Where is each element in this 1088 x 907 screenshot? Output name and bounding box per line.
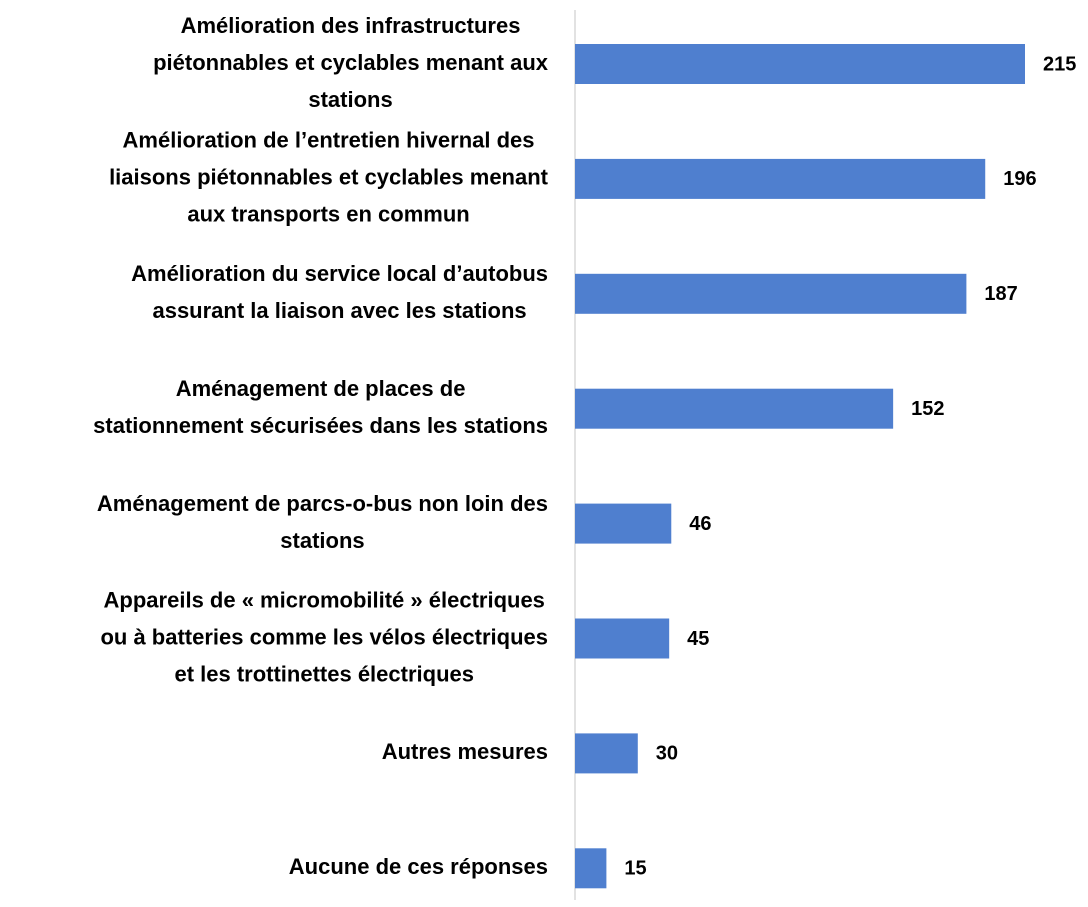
category-label: Aménagement de places de — [176, 376, 466, 401]
category-label: Aucune de ces réponses — [289, 854, 548, 879]
value-label: 215 — [1043, 53, 1076, 75]
bar — [575, 503, 672, 544]
category-label: stationnement sécurisées dans les statio… — [93, 413, 548, 438]
bar — [575, 733, 638, 774]
bar — [575, 44, 1025, 84]
value-label: 46 — [689, 513, 711, 535]
category-label: Amélioration du service local d’autobus — [131, 261, 548, 286]
category-label: piétonnables et cyclables menant aux — [153, 50, 549, 75]
category-label: Amélioration de l’entretien hivernal des — [123, 128, 535, 153]
bar — [575, 388, 894, 429]
category-label: Aménagement de parcs-o-bus non loin des — [97, 491, 548, 516]
category-label: assurant la liaison avec les stations — [152, 298, 526, 323]
category-label: stations — [308, 87, 392, 112]
category-label: Appareils de « micromobilité » électriqu… — [104, 587, 545, 612]
value-label: 196 — [1003, 168, 1036, 190]
category-label: Autres mesures — [382, 739, 548, 764]
category-label: liaisons piétonnables et cyclables menan… — [109, 165, 549, 190]
value-label: 152 — [911, 398, 944, 420]
value-label: 187 — [984, 283, 1017, 305]
category-label: stations — [280, 528, 364, 553]
bar — [575, 273, 967, 314]
bar — [575, 618, 670, 659]
category-label: et les trottinettes électriques — [174, 661, 474, 686]
value-label: 45 — [687, 628, 709, 650]
value-label: 15 — [624, 858, 646, 880]
category-label: ou à batteries comme les vélos électriqu… — [100, 624, 548, 649]
category-label: aux transports en commun — [187, 202, 469, 227]
bar — [575, 848, 607, 889]
category-label: Amélioration des infrastructures — [181, 13, 521, 38]
value-label: 30 — [656, 743, 678, 765]
bar — [575, 158, 986, 199]
